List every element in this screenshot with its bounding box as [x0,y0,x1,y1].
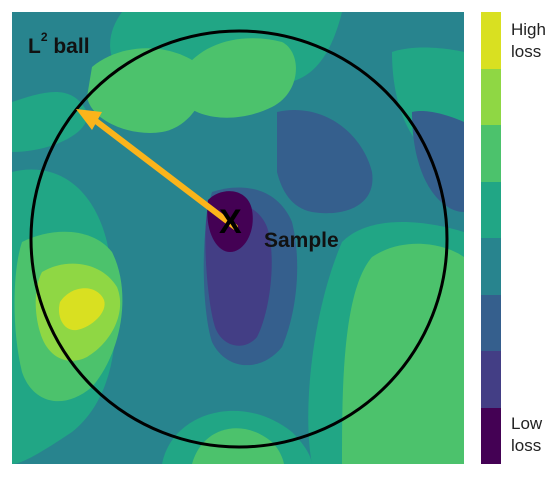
l2-ball-circle [29,29,449,449]
colorbar-segment [481,68,501,125]
colorbar-low-label: Low loss [511,413,542,457]
sample-marker: X [219,203,242,241]
radius-arrow-head [76,109,102,130]
l2-ball-label: L2 ball [28,30,90,58]
contour-region [12,92,88,152]
loss-landscape-plot [12,12,464,464]
low-label-line1: Low [511,414,543,433]
colorbar-segment [481,238,501,295]
high-label-line2: loss [511,42,542,61]
sample-label: Sample [264,229,339,252]
high-label-line1: High [511,20,546,39]
loss-colorbar [481,12,501,464]
contour-peak [58,288,105,331]
low-label-line2: loss [511,436,542,455]
contour-map [12,12,464,464]
contour-region [277,110,373,214]
radius-arrow [89,115,238,230]
colorbar-segment [481,294,501,351]
colorbar-high-label: High loss [511,19,546,63]
contour-region [412,110,464,212]
colorbar-segment [481,181,501,238]
colorbar-segment [481,125,501,182]
colorbar-segment [481,351,501,408]
contour-region [182,38,296,118]
contour-region [342,243,464,464]
colorbar-segment [481,12,501,69]
colorbar-segment [481,407,501,464]
